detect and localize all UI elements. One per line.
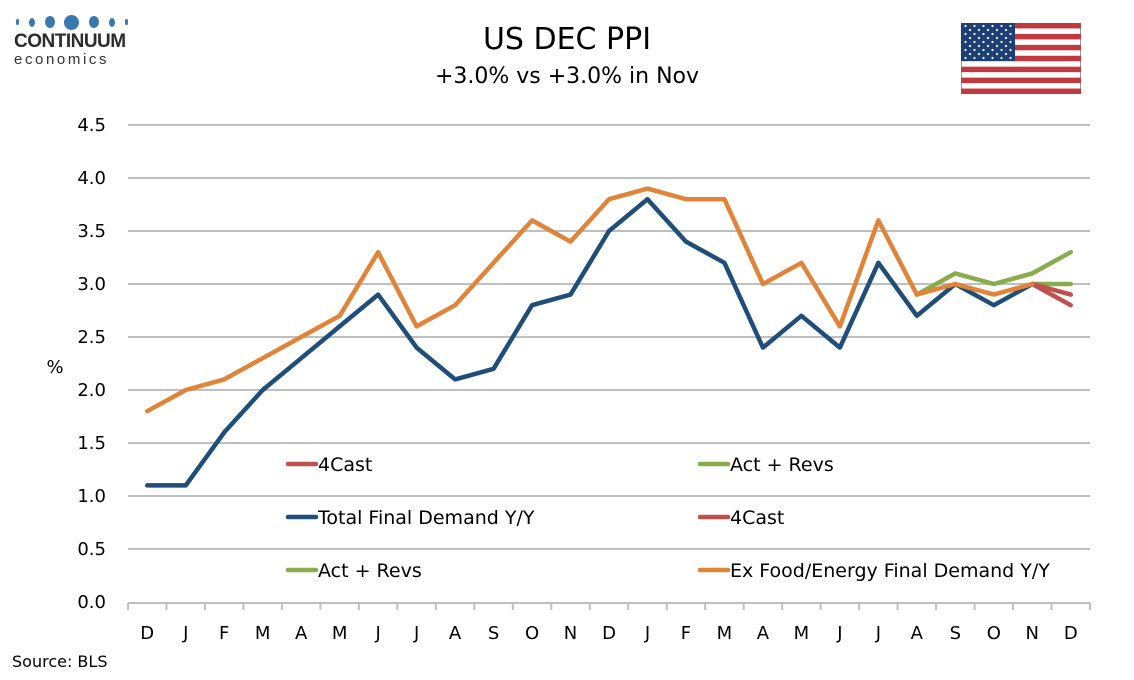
x-tick-label: N xyxy=(1026,623,1039,644)
us-flag-icon xyxy=(961,23,1081,94)
x-tick-label: M xyxy=(794,623,810,644)
x-tick-label: O xyxy=(525,623,539,644)
x-tick-label: A xyxy=(295,623,308,644)
y-tick-label: 2.5 xyxy=(77,327,106,348)
x-tick-label: S xyxy=(950,623,961,644)
series-line-total-final-demand-y-y xyxy=(144,196,1035,488)
x-tick-label: A xyxy=(449,623,462,644)
y-tick-label: 3.0 xyxy=(77,274,106,295)
x-tick-label: D xyxy=(140,623,154,644)
logo-dots-icon xyxy=(16,14,128,30)
x-tick-label: M xyxy=(332,623,348,644)
series-lines xyxy=(144,186,1074,488)
legend-label: Total Final Demand Y/Y xyxy=(317,507,535,529)
x-tick-label: J xyxy=(182,623,188,644)
series-line-ex-food-energy-final-demand-y-y xyxy=(144,186,1035,414)
legend-label: Act + Revs xyxy=(730,454,834,476)
chart-title: US DEC PPI xyxy=(482,22,652,57)
legend-label: Ex Food/Energy Final Demand Y/Y xyxy=(730,560,1050,582)
x-tick-label: J xyxy=(644,623,650,644)
legend-label: 4Cast xyxy=(318,454,372,476)
x-tick-label: M xyxy=(717,623,733,644)
series-line-4cast-ex-food-energy xyxy=(1030,281,1074,297)
y-axis-label: % xyxy=(46,357,63,378)
legend-item: 4Cast xyxy=(697,507,784,529)
y-tick-label: 4.5 xyxy=(77,115,106,136)
x-tick-label: F xyxy=(681,623,691,644)
x-tick-label: A xyxy=(757,623,770,644)
x-tick-label: J xyxy=(413,623,419,644)
y-tick-label: 3.5 xyxy=(77,221,106,242)
continuum-logo: CONTINUUM economics xyxy=(14,14,134,68)
x-tick-label: J xyxy=(836,623,842,644)
y-tick-label: 2.0 xyxy=(77,380,106,401)
legend-item: 4Cast xyxy=(285,454,372,476)
x-tick-label: M xyxy=(255,623,271,644)
y-tick-label: 4.0 xyxy=(77,168,106,189)
legend-item: Total Final Demand Y/Y xyxy=(285,507,535,529)
x-tick-label: D xyxy=(602,623,616,644)
source-note: Source: BLS xyxy=(12,652,108,671)
y-axis: 0.0 0.5 1.0 1.5 2.0 2.5 3.0 3.5 4.0 4.5 xyxy=(77,115,106,613)
series-line-act-revs-total-final-demand xyxy=(914,249,1074,297)
legend: 4Cast Act + Revs Total Final Demand Y/Y 4Ca… xyxy=(285,454,1050,582)
x-tick-label: S xyxy=(488,623,499,644)
x-tick-label: D xyxy=(1064,623,1078,644)
gridlines xyxy=(128,124,1090,550)
legend-label: Act + Revs xyxy=(318,560,422,582)
x-tick-label: J xyxy=(875,623,881,644)
y-tick-label: 0.0 xyxy=(77,592,106,613)
x-tick-label: J xyxy=(374,623,380,644)
y-tick-label: 0.5 xyxy=(77,539,106,560)
legend-item: Act + Revs xyxy=(697,454,834,476)
x-tick-label: N xyxy=(564,623,577,644)
x-tick-label: O xyxy=(987,623,1001,644)
x-tick-label: A xyxy=(911,623,924,644)
legend-item: Act + Revs xyxy=(285,560,422,582)
y-tick-label: 1.5 xyxy=(77,433,106,454)
logo-subtitle: economics xyxy=(14,51,110,68)
logo-wordmark: CONTINUUM xyxy=(14,31,126,52)
chart-subtitle: +3.0% vs +3.0% in Nov xyxy=(434,64,700,89)
y-tick-label: 1.0 xyxy=(77,486,106,507)
x-tick-label: F xyxy=(219,623,229,644)
legend-label: 4Cast xyxy=(730,507,784,529)
legend-item: Ex Food/Energy Final Demand Y/Y xyxy=(697,560,1050,582)
